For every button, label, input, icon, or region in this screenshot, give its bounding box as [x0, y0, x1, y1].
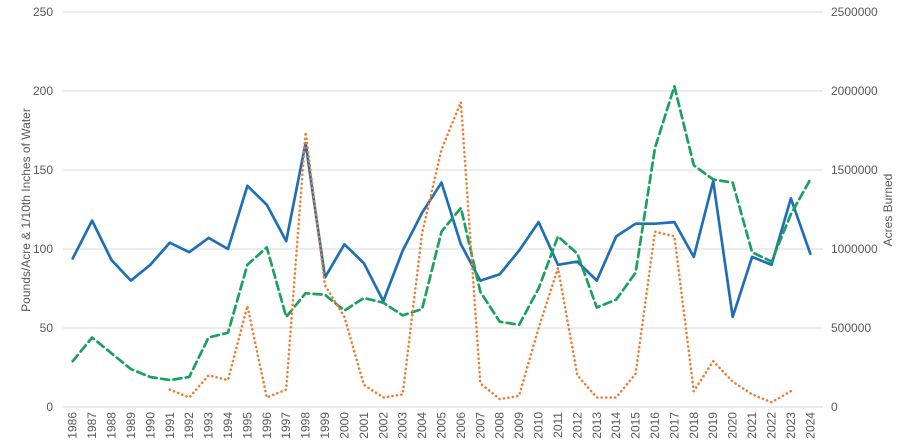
x-axis-tick-label: 2010	[532, 412, 546, 439]
x-axis-tick-label: 2018	[687, 412, 701, 439]
x-axis-tick-label: 1990	[143, 412, 157, 439]
y-axis-right-tick-label: 500000	[831, 321, 871, 335]
x-axis-tick-label: 2005	[435, 412, 449, 439]
x-axis-tick-label: 2016	[648, 412, 662, 439]
x-axis-tick-label: 1995	[240, 412, 254, 439]
series-lines	[71, 84, 812, 404]
x-axis-tick-label: 2001	[357, 412, 371, 439]
x-axis-tick-label: 1992	[182, 412, 196, 439]
y-axis-left-tick-label: 250	[33, 5, 53, 19]
y-axis-left-tick-label: 50	[40, 321, 54, 335]
x-axis-tick-label: 2024	[803, 412, 817, 439]
x-axis-tick-label: 2003	[396, 412, 410, 439]
x-axis-tick-label: 1999	[318, 412, 332, 439]
x-axis-tick-label: 2013	[590, 412, 604, 439]
y-axis-left-tick-label: 200	[33, 84, 53, 98]
y-axis-left-tick-labels: 0 50 100 150 200 250	[33, 5, 53, 414]
x-axis-tick-label: 2020	[726, 412, 740, 439]
x-axis-tick-label: 2002	[376, 412, 390, 439]
green-dashed-line	[71, 84, 812, 382]
y-axis-right-tick-label: 0	[831, 400, 838, 414]
y-axis-right-tick-label: 1500000	[831, 163, 878, 177]
x-axis-tick-label: 2015	[629, 412, 643, 439]
x-axis-tick-label: 2011	[551, 412, 565, 438]
y-axis-left-tick-label: 0	[46, 400, 53, 414]
x-axis-tick-label: 1996	[260, 412, 274, 439]
x-axis-tick-label: 1987	[85, 412, 99, 439]
x-axis-tick-label: 2021	[745, 412, 759, 439]
x-axis-tick-label: 2022	[764, 412, 778, 439]
x-axis-tick-label: 2023	[784, 412, 798, 439]
x-axis-tick-label: 2014	[609, 412, 623, 439]
x-axis-tick-label: 2007	[473, 412, 487, 439]
x-axis-tick-label: 1997	[279, 412, 293, 439]
x-axis-tick-label: 2008	[493, 412, 507, 439]
y-axis-right-tick-label: 2500000	[831, 5, 878, 19]
left-axis-title: Pounds/Acre & 1/10th Inches of Water	[19, 108, 33, 312]
x-axis-tick-label: 1988	[105, 412, 119, 439]
x-axis-tick-label: 2019	[706, 412, 720, 439]
x-axis-tick-label: 2017	[667, 412, 681, 439]
y-axis-right-tick-labels: 0 500000 1000000 1500000 2000000 2500000	[831, 5, 878, 414]
x-axis-tick-label: 2000	[337, 412, 351, 439]
gridlines	[63, 11, 823, 408]
y-axis-right-tick-label: 2000000	[831, 84, 878, 98]
y-axis-left-tick-label: 100	[33, 242, 53, 256]
x-axis-tick-label: 2012	[570, 412, 584, 439]
x-axis-tick-label: 1994	[221, 412, 235, 439]
x-axis-tick-label: 1993	[202, 412, 216, 439]
x-axis-tick-label: 1991	[163, 412, 177, 439]
x-axis-tick-labels: 1986 1987 1988 1989 1990 1991 1992 1993 1994 1995…	[66, 412, 818, 439]
x-axis-tick-label: 2009	[512, 412, 526, 439]
y-axis-left-tick-label: 150	[33, 163, 53, 177]
x-axis-tick-label: 2006	[454, 412, 468, 439]
x-axis-tick-label: 1998	[299, 412, 313, 439]
y-axis-right-tick-label: 1000000	[831, 242, 878, 256]
x-axis-tick-label: 2004	[415, 412, 429, 439]
x-axis-tick-label: 1989	[124, 412, 138, 439]
blue-solid-line	[71, 141, 812, 319]
orange-dotted-line	[168, 100, 793, 404]
x-axis-tick-label: 1986	[66, 412, 80, 439]
right-axis-title: Acres Burned	[881, 174, 895, 247]
